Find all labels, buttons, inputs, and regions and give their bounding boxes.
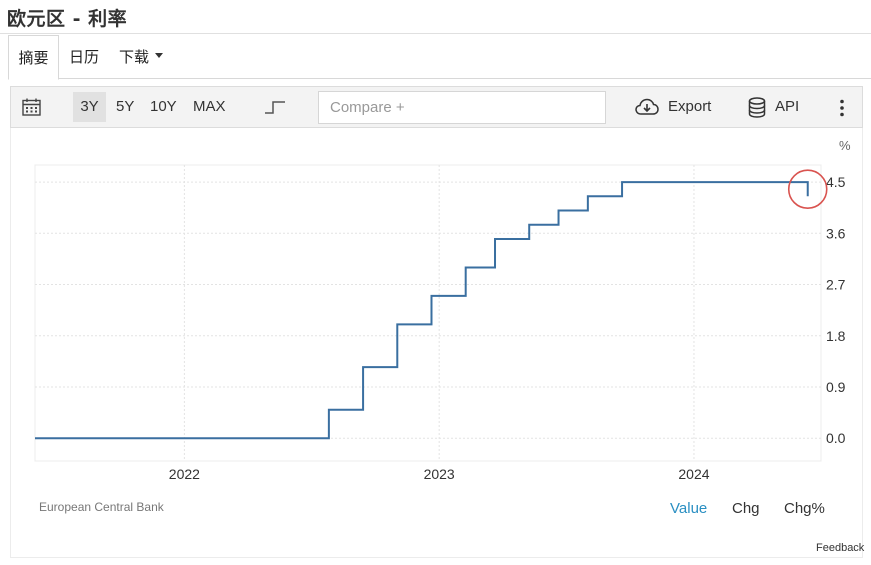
- y-tick-label: 0.0: [826, 430, 846, 446]
- x-tick-label: 2023: [424, 466, 455, 482]
- range-3y-button[interactable]: 3Y: [73, 92, 106, 122]
- unit-label: %: [839, 138, 851, 153]
- page-title: 欧元区 - 利率: [7, 8, 128, 30]
- range-10y-button[interactable]: 10Y: [150, 98, 177, 115]
- y-tick-label: 4.5: [826, 174, 846, 190]
- chg-percent-tab[interactable]: Chg%: [784, 500, 825, 517]
- x-tick-label: 2024: [678, 466, 709, 482]
- calendar-icon[interactable]: [22, 98, 41, 116]
- chg-tab[interactable]: Chg: [732, 500, 760, 517]
- vertical-ellipsis-icon[interactable]: [839, 99, 845, 117]
- feedback-link[interactable]: Feedback: [816, 542, 865, 554]
- compare-input[interactable]: [318, 91, 606, 124]
- y-tick-label: 0.9: [826, 379, 846, 395]
- y-tick-label: 1.8: [826, 328, 846, 344]
- export-button[interactable]: Export: [668, 98, 712, 115]
- tab-download-label: 下载: [119, 48, 150, 66]
- database-icon[interactable]: [748, 97, 766, 118]
- tab-summary[interactable]: 摘要: [8, 35, 59, 80]
- title-bar: 欧元区 - 利率: [0, 0, 871, 34]
- plot-frame: [34, 164, 822, 462]
- range-5y-button[interactable]: 5Y: [116, 98, 135, 115]
- tab-calendar[interactable]: 日历: [69, 48, 100, 66]
- step-line-icon[interactable]: [264, 99, 286, 115]
- api-button[interactable]: API: [775, 98, 800, 115]
- cloud-download-icon[interactable]: [635, 98, 659, 116]
- chart-area: 2022 2023 2024 4.5 3.6 2.7 1.8 0.9 0.0%: [10, 128, 863, 558]
- tab-download[interactable]: 下载: [119, 35, 164, 79]
- tab-bar: 摘要 日历 下载: [8, 35, 871, 80]
- series-line: [35, 181, 809, 440]
- x-tick-label: 2022: [169, 466, 200, 482]
- range-max-button[interactable]: MAX: [193, 98, 226, 115]
- rate-chart: 2022 2023 2024 4.5 3.6 2.7 1.8 0.9 0.0%: [34, 138, 851, 482]
- y-tick-label: 2.7: [826, 277, 846, 293]
- last-point-highlight: [787, 169, 828, 209]
- value-tab[interactable]: Value: [670, 500, 708, 517]
- source-label: European Central Bank: [39, 500, 164, 514]
- caret-down-icon: [155, 53, 164, 58]
- chart-toolbar: 3Y 5Y 10Y MAX Export API: [10, 86, 863, 128]
- y-tick-label: 3.6: [826, 225, 846, 241]
